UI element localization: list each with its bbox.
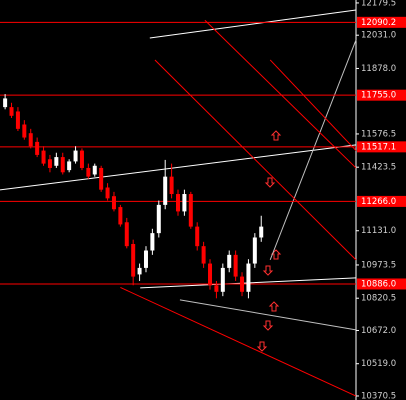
candle-body <box>67 161 72 171</box>
trend-line <box>120 286 357 397</box>
candle-body <box>9 107 14 116</box>
y-tick-label: 11576.5 <box>361 129 396 139</box>
candle-body <box>233 254 238 277</box>
candle-body <box>35 141 40 155</box>
level-tag <box>357 278 406 290</box>
down-arrow <box>262 320 274 331</box>
y-tick-label: 11878.0 <box>361 64 396 74</box>
candle-body <box>214 285 219 292</box>
candle-body <box>105 187 110 199</box>
candle-body <box>131 243 136 277</box>
level-tag <box>357 16 406 28</box>
candle-body <box>137 267 142 275</box>
candle-body <box>188 194 193 227</box>
trend-line <box>154 59 357 261</box>
candle-body <box>195 226 200 247</box>
candle-body <box>54 157 59 166</box>
trend-line <box>149 9 357 39</box>
candle-body <box>28 133 33 147</box>
candle-body <box>246 263 251 292</box>
candle-body <box>92 165 97 175</box>
candle-body <box>143 250 148 268</box>
candle-body <box>60 157 65 173</box>
candle-body <box>220 267 225 292</box>
candle-body <box>150 233 155 251</box>
level-label: 11266.0 <box>361 197 396 207</box>
trend-line <box>269 59 357 151</box>
level-tag <box>357 141 406 153</box>
candle-body <box>201 246 206 264</box>
up-arrow <box>268 301 280 312</box>
y-tick-label: 12031.0 <box>361 31 396 41</box>
candle-body <box>22 124 27 138</box>
y-tick-label: 11423.5 <box>361 163 396 173</box>
down-arrow <box>262 265 274 276</box>
candle-body <box>47 159 52 168</box>
trend-line <box>269 39 357 261</box>
candle-body <box>118 207 123 225</box>
level-tag <box>357 195 406 207</box>
candle-body <box>79 150 84 168</box>
y-tick-label: 10973.5 <box>361 260 396 270</box>
level-label: 12090.2 <box>361 18 396 28</box>
candle-body <box>111 196 116 210</box>
candle-body <box>208 263 213 286</box>
y-tick-label: 10820.5 <box>361 294 396 304</box>
level-tag <box>357 89 406 101</box>
level-label: 11517.1 <box>361 142 396 152</box>
up-arrow <box>270 130 282 141</box>
candle-body <box>41 150 46 164</box>
candle-body <box>3 98 8 108</box>
candle-body <box>124 222 129 247</box>
candle-body <box>15 111 20 129</box>
trend-line <box>179 299 357 331</box>
candle-body <box>259 226 264 238</box>
candle-body <box>182 194 187 212</box>
level-label: 10886.0 <box>361 279 396 289</box>
candle-body <box>169 176 174 195</box>
y-tick-label: 12179.5 <box>361 0 396 8</box>
candle-body <box>86 167 91 177</box>
candle-body <box>240 276 245 292</box>
candle-body <box>252 237 257 264</box>
down-arrow <box>264 177 276 188</box>
candle-body <box>163 176 168 205</box>
y-tick-label: 10519.0 <box>361 359 396 369</box>
candle-body <box>99 167 104 190</box>
y-tick-label: 11131.0 <box>361 226 396 236</box>
y-tick-label: 10672.0 <box>361 326 396 336</box>
trend-line <box>204 19 357 169</box>
trend-line <box>0 144 357 191</box>
candle-body <box>227 254 232 268</box>
level-label: 11755.0 <box>361 91 396 101</box>
candle-body <box>176 194 180 212</box>
down-arrow <box>256 341 268 352</box>
candle-body <box>156 204 161 234</box>
candle-body <box>73 150 78 162</box>
y-tick-label: 10370.5 <box>361 391 396 400</box>
